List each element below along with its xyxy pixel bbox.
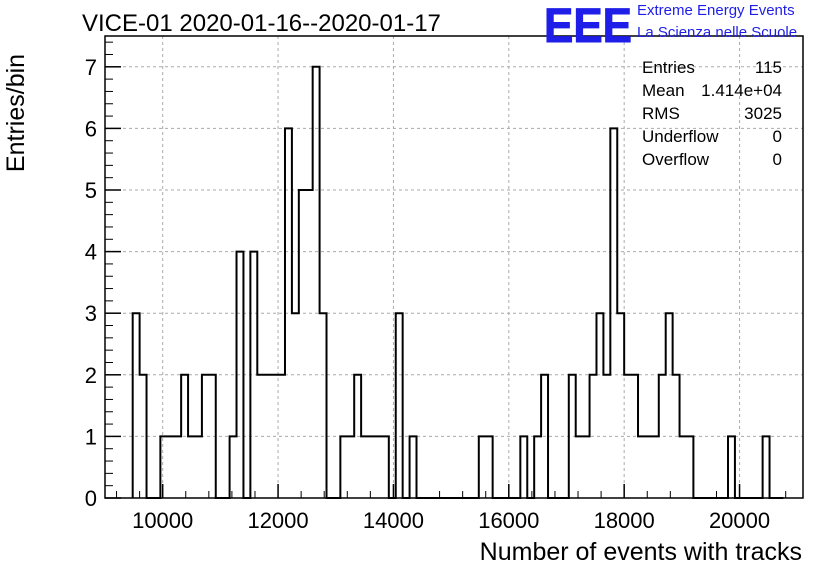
y-tick-label: 3 xyxy=(85,301,97,326)
y-tick-label: 2 xyxy=(85,363,97,388)
stat-value: 0 xyxy=(772,150,782,169)
plot-frame xyxy=(104,35,804,499)
y-tick-label: 6 xyxy=(85,116,97,141)
x-tick-label: 14000 xyxy=(363,508,424,533)
x-tick-label: 20000 xyxy=(709,508,770,533)
x-tick-label: 16000 xyxy=(478,508,539,533)
y-tick-label: 5 xyxy=(85,178,97,203)
y-axis-label: Entries/bin xyxy=(2,53,30,173)
stat-key: Mean xyxy=(642,81,685,100)
stat-rms: RMS 3025 xyxy=(642,104,782,127)
x-tick-label: 12000 xyxy=(247,508,308,533)
y-tick-label: 1 xyxy=(85,424,97,449)
stat-value: 1.414e+04 xyxy=(701,81,782,100)
chart-title: VICE-01 2020-01-16--2020-01-17 xyxy=(82,10,441,37)
stat-key: RMS xyxy=(642,104,680,123)
stat-entries: Entries 115 xyxy=(642,58,782,81)
stat-value: 3025 xyxy=(744,104,782,123)
stat-mean: Mean 1.414e+04 xyxy=(642,81,782,104)
stat-key: Underflow xyxy=(642,127,719,146)
x-tick-label: 10000 xyxy=(132,508,193,533)
x-tick-label: 18000 xyxy=(594,508,655,533)
y-tick-label: 0 xyxy=(85,486,97,511)
eee-logo: EEE xyxy=(544,2,633,48)
stat-key: Entries xyxy=(642,58,695,77)
logo-line2: La Scienza nelle Scuole xyxy=(637,24,798,41)
y-tick-label: 7 xyxy=(85,55,97,80)
stat-value: 0 xyxy=(772,127,782,146)
stat-overflow: Overflow 0 xyxy=(642,150,782,173)
stat-value: 115 xyxy=(754,58,782,77)
logo-letters: EEE xyxy=(544,2,632,48)
grid-lines xyxy=(105,36,803,498)
stats-box: Entries 115 Mean 1.414e+04 RMS 3025 Unde… xyxy=(642,58,782,173)
y-tick-label: 4 xyxy=(85,240,97,265)
stat-underflow: Underflow 0 xyxy=(642,127,782,150)
axis-ticks: 10000 12000 14000 16000 18000 20000 0 1 2 3 4 5 6 7 xyxy=(85,41,787,533)
stat-key: Overflow xyxy=(642,150,710,169)
logo-line1: Extreme Energy Events xyxy=(637,2,795,19)
x-axis-label: Number of events with tracks xyxy=(479,538,802,566)
